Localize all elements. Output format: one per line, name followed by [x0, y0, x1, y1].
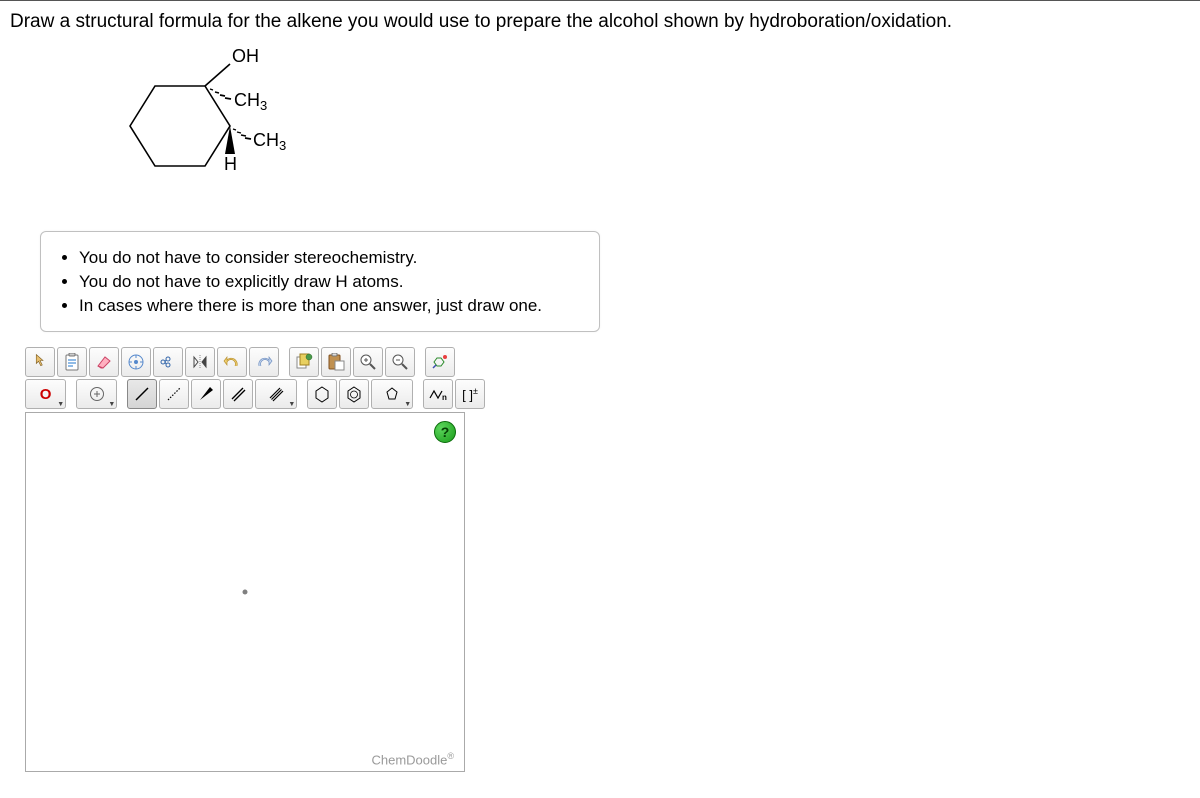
charge-tool[interactable]: [ ]±: [455, 379, 485, 409]
single-bond-tool[interactable]: [127, 379, 157, 409]
wedge-dash-top: [210, 89, 231, 99]
templates-tool[interactable]: [425, 347, 455, 377]
wedge-dash-bottom: [233, 129, 251, 139]
instruction-item: You do not have to consider stereochemis…: [79, 246, 581, 270]
svg-text:n: n: [442, 393, 447, 402]
ring-tool[interactable]: ▼: [371, 379, 413, 409]
redo-tool[interactable]: [249, 347, 279, 377]
clean-tool[interactable]: [153, 347, 183, 377]
double-bond-tool[interactable]: [223, 379, 253, 409]
chevron-down-icon: ▼: [108, 401, 115, 408]
copy-tool[interactable]: [289, 347, 319, 377]
chemdoodle-sketcher: O ▼ ▼ ▼: [25, 347, 485, 772]
center-tool[interactable]: [121, 347, 151, 377]
toolbar-row-2: O ▼ ▼ ▼: [25, 379, 485, 409]
drawing-canvas[interactable]: ? ChemDoodle®: [25, 412, 465, 772]
clipboard-tool[interactable]: [57, 347, 87, 377]
zoom-out-tool[interactable]: [385, 347, 415, 377]
charge-label: [ ]±: [462, 386, 478, 402]
instruction-item: You do not have to explicitly draw H ato…: [79, 270, 581, 294]
flip-tool[interactable]: [185, 347, 215, 377]
help-button[interactable]: ?: [434, 421, 456, 443]
svg-text:CH3: CH3: [253, 130, 286, 153]
toolbar-row-1: [25, 347, 485, 377]
instructions-box: You do not have to consider stereochemis…: [40, 231, 600, 332]
chevron-down-icon: ▼: [288, 401, 295, 408]
oh-label: OH: [232, 46, 259, 66]
zoom-in-tool[interactable]: [353, 347, 383, 377]
undo-tool[interactable]: [217, 347, 247, 377]
chevron-down-icon: ▼: [404, 401, 411, 408]
element-label: O: [40, 386, 52, 403]
product-molecule: OH CH3 CH3 H: [100, 46, 1200, 211]
recessed-bond-tool[interactable]: [159, 379, 189, 409]
h-label: H: [224, 154, 237, 174]
svg-text:CH3: CH3: [234, 90, 267, 113]
element-picker[interactable]: O ▼: [25, 379, 66, 409]
move-tool[interactable]: [25, 347, 55, 377]
cyclohexane-tool[interactable]: [307, 379, 337, 409]
paste-tool[interactable]: [321, 347, 351, 377]
wedge-bond-tool[interactable]: [191, 379, 221, 409]
chevron-down-icon: ▼: [57, 401, 64, 408]
canvas-center-dot: [243, 590, 248, 595]
chemdoodle-brand: ChemDoodle®: [371, 751, 454, 767]
chain-tool[interactable]: n: [423, 379, 453, 409]
question-text: Draw a structural formula for the alkene…: [0, 1, 1200, 41]
triple-bond-tool[interactable]: ▼: [255, 379, 297, 409]
erase-tool[interactable]: [89, 347, 119, 377]
instruction-item: In cases where there is more than one an…: [79, 294, 581, 318]
atom-options[interactable]: ▼: [76, 379, 117, 409]
benzene-tool[interactable]: [339, 379, 369, 409]
